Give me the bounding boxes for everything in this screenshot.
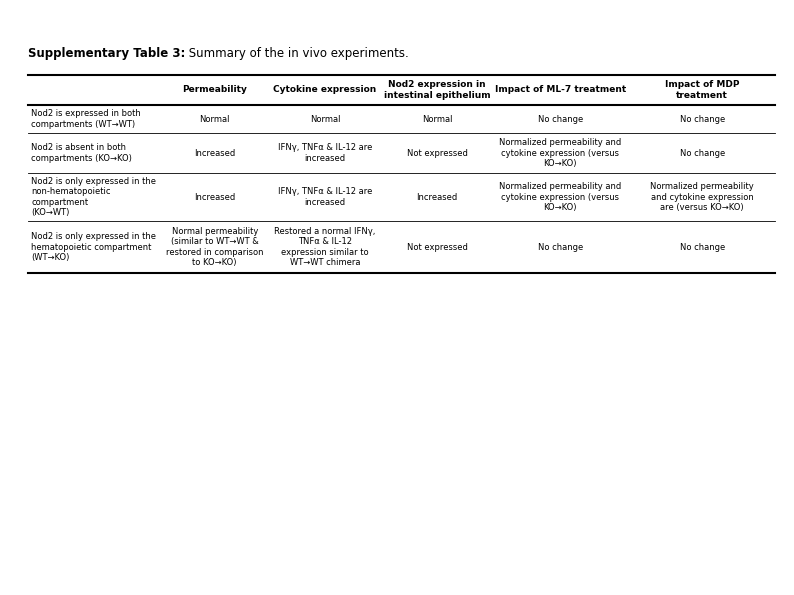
Text: Normal permeability
(similar to WT→WT &
restored in comparison
to KO→KO): Normal permeability (similar to WT→WT & … <box>166 227 264 267</box>
Text: Increased: Increased <box>194 193 235 202</box>
Text: Normalized permeability and
cytokine expression (versus
KO→KO): Normalized permeability and cytokine exp… <box>499 182 622 212</box>
Text: No change: No change <box>538 243 583 252</box>
Text: No change: No change <box>680 114 725 124</box>
Text: Normal: Normal <box>310 114 340 124</box>
Text: Not expressed: Not expressed <box>407 149 468 158</box>
Text: Normal: Normal <box>422 114 453 124</box>
Text: IFNγ, TNFα & IL-12 are
increased: IFNγ, TNFα & IL-12 are increased <box>278 143 372 162</box>
Text: No change: No change <box>680 243 725 252</box>
Text: Nod2 expression in
intestinal epithelium: Nod2 expression in intestinal epithelium <box>384 80 491 100</box>
Text: Nod2 is only expressed in the
hematopoietic compartment
(WT→KO): Nod2 is only expressed in the hematopoie… <box>31 232 156 262</box>
Text: IFNγ, TNFα & IL-12 are
increased: IFNγ, TNFα & IL-12 are increased <box>278 187 372 206</box>
Text: Normalized permeability and
cytokine expression (versus
KO→KO): Normalized permeability and cytokine exp… <box>499 138 622 168</box>
Text: Normalized permeability
and cytokine expression
are (versus KO→KO): Normalized permeability and cytokine exp… <box>650 182 754 212</box>
Text: No change: No change <box>538 114 583 124</box>
Text: Impact of MDP
treatment: Impact of MDP treatment <box>665 80 739 100</box>
Text: Summary of the in vivo experiments.: Summary of the in vivo experiments. <box>185 47 409 60</box>
Text: Supplementary Table 3:: Supplementary Table 3: <box>28 47 185 60</box>
Text: Nod2 is absent in both
compartments (KO→KO): Nod2 is absent in both compartments (KO→… <box>31 143 132 162</box>
Text: No change: No change <box>680 149 725 158</box>
Text: Increased: Increased <box>194 149 235 158</box>
Text: Not expressed: Not expressed <box>407 243 468 252</box>
Text: Normal: Normal <box>199 114 230 124</box>
Text: Nod2 is only expressed in the
non-hematopoietic
compartment
(KO→WT): Nod2 is only expressed in the non-hemato… <box>31 177 156 217</box>
Text: Increased: Increased <box>416 193 457 202</box>
Text: Nod2 is expressed in both
compartments (WT→WT): Nod2 is expressed in both compartments (… <box>31 109 141 129</box>
Text: Permeability: Permeability <box>183 86 247 95</box>
Text: Impact of ML-7 treatment: Impact of ML-7 treatment <box>495 86 626 95</box>
Text: Restored a normal IFNγ,
TNFα & IL-12
expression similar to
WT→WT chimera: Restored a normal IFNγ, TNFα & IL-12 exp… <box>274 227 376 267</box>
Text: Cytokine expression: Cytokine expression <box>273 86 376 95</box>
